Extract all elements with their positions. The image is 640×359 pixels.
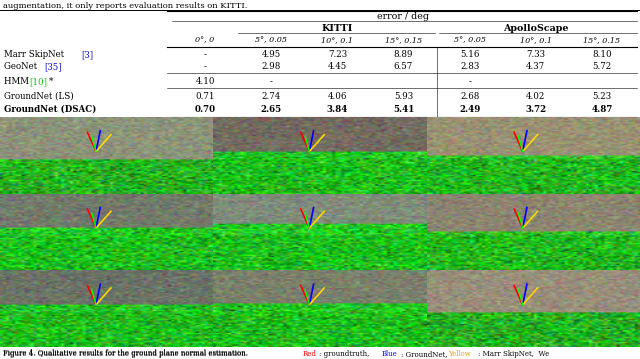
- Text: 2.65: 2.65: [260, 105, 282, 114]
- Text: [10]: [10]: [29, 77, 47, 86]
- Text: GroundNet (DSAC): GroundNet (DSAC): [4, 105, 97, 114]
- Text: KITTI: KITTI: [322, 24, 353, 33]
- Text: 2.74: 2.74: [262, 92, 281, 101]
- Text: Figure 4. Qualitative results for the ground plane normal estimation.: Figure 4. Qualitative results for the gr…: [3, 349, 253, 357]
- Text: 2.98: 2.98: [262, 62, 281, 71]
- Text: Marr SkipNet: Marr SkipNet: [4, 50, 67, 59]
- Text: 7.33: 7.33: [526, 50, 545, 59]
- Text: -: -: [204, 62, 207, 71]
- Text: augmentation, it only reports evaluation results on KITTI.: augmentation, it only reports evaluation…: [3, 2, 248, 10]
- Text: 0.71: 0.71: [195, 92, 215, 101]
- Text: 4.95: 4.95: [262, 50, 281, 59]
- Text: 6.57: 6.57: [394, 62, 413, 71]
- Text: 3.84: 3.84: [326, 105, 348, 114]
- Text: 4.02: 4.02: [526, 92, 545, 101]
- Text: *: *: [49, 77, 53, 86]
- Text: 5.93: 5.93: [394, 92, 413, 101]
- Text: 5.16: 5.16: [460, 50, 479, 59]
- Text: : groundtruth,: : groundtruth,: [319, 350, 374, 358]
- Text: 10°, 0.1: 10°, 0.1: [520, 36, 552, 44]
- Text: 5.41: 5.41: [393, 105, 414, 114]
- Text: GroundNet (LS): GroundNet (LS): [4, 92, 74, 101]
- Text: 5.72: 5.72: [592, 62, 612, 71]
- Text: 2.83: 2.83: [460, 62, 479, 71]
- Text: [35]: [35]: [44, 62, 61, 71]
- Text: ApolloScape: ApolloScape: [503, 24, 568, 33]
- Text: -: -: [468, 77, 471, 86]
- Text: 5°, 0.05: 5°, 0.05: [255, 36, 287, 44]
- Text: 4.10: 4.10: [195, 77, 215, 86]
- Text: : GroundNet,: : GroundNet,: [401, 350, 452, 358]
- Text: 2.49: 2.49: [459, 105, 480, 114]
- Text: GeoNet: GeoNet: [4, 62, 40, 71]
- Text: 0°, 0: 0°, 0: [195, 36, 214, 44]
- Text: 4.06: 4.06: [328, 92, 347, 101]
- Text: 7.23: 7.23: [328, 50, 347, 59]
- Text: 15°, 0.15: 15°, 0.15: [584, 36, 621, 44]
- Text: 10°, 0.1: 10°, 0.1: [321, 36, 353, 44]
- Text: 4.87: 4.87: [591, 105, 612, 114]
- Text: 4.37: 4.37: [526, 62, 545, 71]
- Text: 5.23: 5.23: [593, 92, 611, 101]
- Text: 8.10: 8.10: [592, 50, 612, 59]
- Text: 5°, 0.05: 5°, 0.05: [454, 36, 486, 44]
- Text: 15°, 0.15: 15°, 0.15: [385, 36, 422, 44]
- Text: Blue: Blue: [382, 350, 398, 358]
- Text: Yellow: Yellow: [448, 350, 471, 358]
- Text: HMM: HMM: [4, 77, 32, 86]
- Text: [3]: [3]: [81, 50, 93, 59]
- Text: -: -: [204, 50, 207, 59]
- Text: 4.45: 4.45: [328, 62, 347, 71]
- Text: -: -: [270, 77, 273, 86]
- Text: Figure 4. Qualitative results for the ground plane normal estimation.: Figure 4. Qualitative results for the gr…: [3, 350, 253, 358]
- Text: 8.89: 8.89: [394, 50, 413, 59]
- Text: 3.72: 3.72: [525, 105, 547, 114]
- Text: : Marr SkipNet,  We: : Marr SkipNet, We: [478, 350, 549, 358]
- Text: Red: Red: [303, 350, 317, 358]
- Text: error / deg: error / deg: [378, 12, 429, 21]
- Text: 2.68: 2.68: [460, 92, 479, 101]
- Text: 0.70: 0.70: [195, 105, 216, 114]
